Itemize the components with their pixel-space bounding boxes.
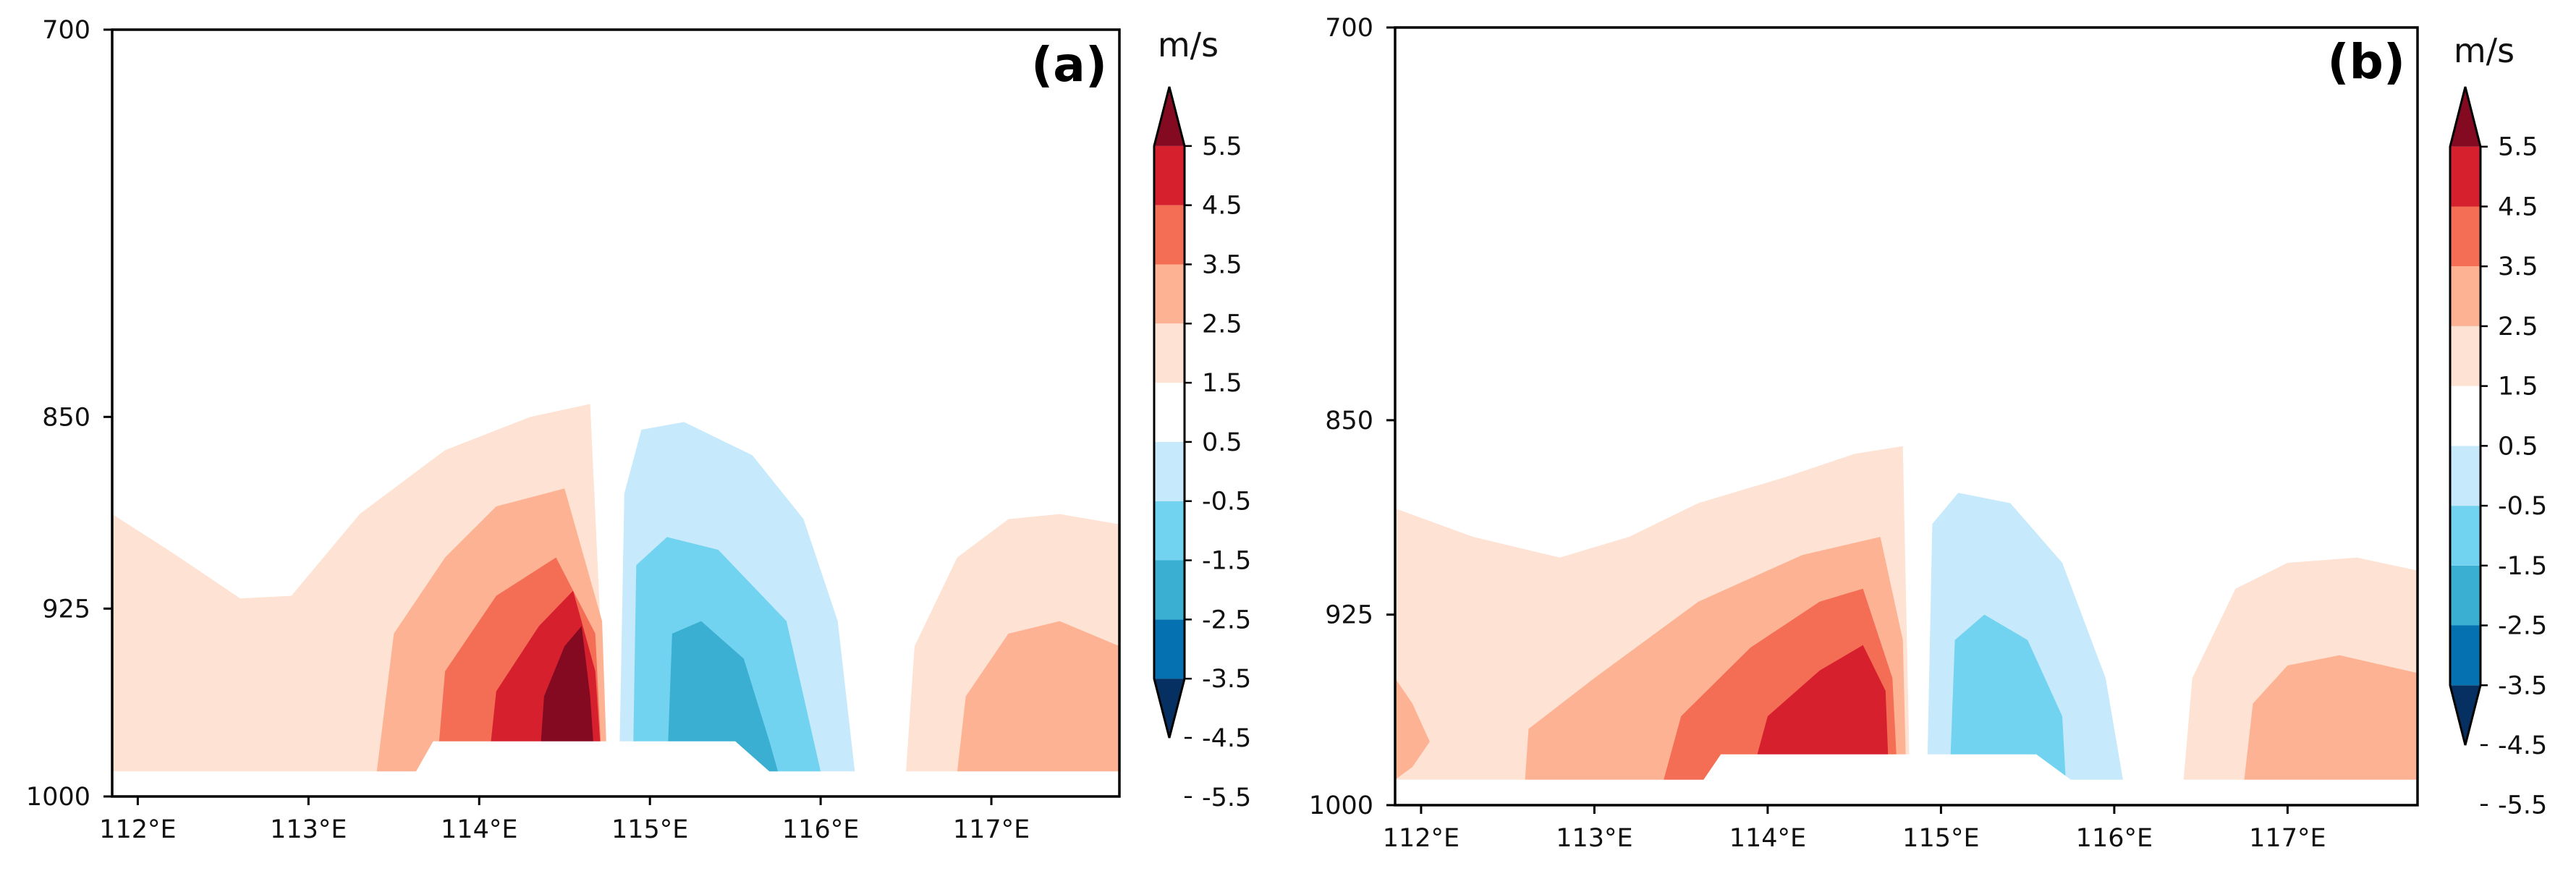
colorbar-swatch <box>1154 679 1185 738</box>
y-tick-label: 925 <box>1325 601 1373 630</box>
panel-b: 700 850 925 1000 112°E 113°E 114°E 115°E 116°E 11… <box>1309 14 2547 853</box>
colorbar-swatch <box>2450 386 2480 446</box>
x-tick-label: 113°E <box>270 815 347 844</box>
colorbar: m/s 5.5 4.5 3.5 2.5 1.5 0.5 -0.5 -1.5 -2.5 -3.5 -4.… <box>2449 31 2547 820</box>
colorbar-label: -1.5 <box>2498 552 2547 581</box>
y-tick-label: 1000 <box>26 783 90 812</box>
colorbar-swatch <box>2450 266 2480 326</box>
x-tick-label: 114°E <box>441 815 517 844</box>
y-tick-label: 850 <box>42 403 90 432</box>
x-tick-label: 117°E <box>2249 824 2326 853</box>
y-tick-label: 1000 <box>1309 791 1373 820</box>
x-tick-label: 117°E <box>953 815 1030 844</box>
colorbar-label: -2.5 <box>1202 605 1251 634</box>
colorbar-label: -4.5 <box>2498 731 2547 760</box>
colorbar-label: -3.5 <box>1202 665 1251 694</box>
colorbar-label: 5.5 <box>1202 132 1242 161</box>
colorbar-label: -5.5 <box>2498 791 2547 820</box>
x-tick-label: 113°E <box>1556 824 1632 853</box>
colorbar-unit: m/s <box>1158 25 1219 64</box>
colorbar-swatch <box>1154 323 1185 383</box>
colorbar-swatch <box>1154 264 1185 324</box>
terrain-mask <box>1395 754 2418 805</box>
contour-4p5 <box>1750 645 1889 780</box>
colorbar-swatch <box>2450 206 2480 267</box>
contour-2p5 <box>957 621 1119 772</box>
contour-layer <box>1395 446 2418 805</box>
plot-frame <box>111 28 1121 798</box>
colorbar-label: 0.5 <box>2498 432 2538 461</box>
colorbar-swatch <box>1154 501 1185 561</box>
colorbar-swatch <box>2450 565 2480 626</box>
colorbar-swatch <box>2450 625 2480 686</box>
colorbar-label: 4.5 <box>2498 192 2538 221</box>
colorbar-label: -2.5 <box>2498 612 2547 641</box>
y-tick-label: 925 <box>42 595 90 624</box>
contour-5p5 <box>538 626 596 772</box>
colorbar-label: 0.5 <box>1202 428 1242 457</box>
contour-neg3p5 <box>666 621 779 772</box>
colorbar-swatch <box>2450 685 2480 745</box>
x-tick-label: 116°E <box>2076 824 2153 853</box>
contour-layer <box>112 404 1119 796</box>
colorbar-swatch <box>1154 205 1185 265</box>
colorbar-swatch <box>2450 87 2480 147</box>
colorbar-label: -5.5 <box>1202 783 1251 812</box>
plot-frame <box>1394 26 2419 807</box>
contour-2p5 <box>1395 678 1430 780</box>
colorbar-label: 4.5 <box>1202 192 1242 221</box>
colorbar-swatch <box>2450 146 2480 207</box>
colorbar-label: 1.5 <box>2498 373 2538 401</box>
colorbar-label: -4.5 <box>1202 724 1251 753</box>
colorbar-swatch <box>1154 145 1185 205</box>
y-tick-label: 700 <box>42 16 90 45</box>
contour-neg2p5 <box>1949 614 2066 780</box>
x-tick-label: 112°E <box>99 815 176 844</box>
panel-label: (a) <box>1031 37 1107 93</box>
x-tick-label: 115°E <box>1902 824 1979 853</box>
colorbar-swatch <box>1154 619 1185 679</box>
colorbar-swatch <box>1154 383 1185 442</box>
colorbar-swatch <box>1154 441 1185 501</box>
colorbar-label: -0.5 <box>2498 492 2547 521</box>
terrain-mask <box>112 741 1119 796</box>
panel-a: 700 850 925 1000 112°E 113°E 114°E 115°E 116°E 11… <box>26 16 1251 844</box>
colorbar-swatch <box>2450 326 2480 386</box>
x-tick-label: 114°E <box>1729 824 1806 853</box>
colorbar-unit: m/s <box>2454 31 2514 70</box>
x-tick-label: 112°E <box>1383 824 1459 853</box>
colorbar-label: -1.5 <box>1202 547 1251 576</box>
colorbar-swatch <box>1154 87 1185 146</box>
colorbar-label: 1.5 <box>1202 369 1242 398</box>
colorbar-label: 5.5 <box>2498 133 2538 162</box>
colorbar-swatch <box>2450 446 2480 506</box>
colorbar-swatch <box>1154 560 1185 620</box>
x-tick-label: 115°E <box>611 815 688 844</box>
colorbar-label: -0.5 <box>1202 488 1251 517</box>
x-tick-label: 116°E <box>782 815 859 844</box>
y-tick-label: 850 <box>1325 407 1373 435</box>
colorbar-label: 3.5 <box>2498 252 2538 281</box>
contour-2p5 <box>2244 655 2418 780</box>
colorbar-label: 2.5 <box>1202 310 1242 339</box>
colorbar-label: -3.5 <box>2498 671 2547 700</box>
colorbar-swatch <box>2450 506 2480 566</box>
colorbar-label: 2.5 <box>2498 313 2538 341</box>
colorbar: m/s 5.5 4.5 3.5 2.5 1.5 0.5 -0.5 -1.5 -2.5 -3.5 -4.… <box>1153 25 1251 812</box>
colorbar-label: 3.5 <box>1202 250 1242 279</box>
y-tick-label: 700 <box>1325 14 1373 43</box>
panel-label: (b) <box>2327 34 2405 90</box>
